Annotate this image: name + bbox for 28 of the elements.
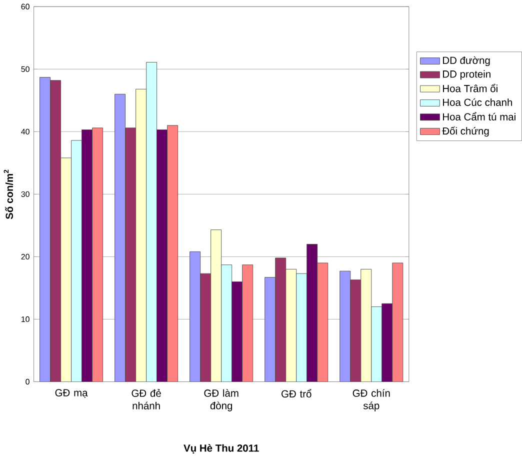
bar [125, 128, 136, 382]
x-tick-label: GĐ chín sáp [352, 389, 390, 412]
bar [60, 158, 72, 382]
bar [136, 88, 147, 382]
bar [210, 229, 222, 382]
legend-label: Hoa Cẩm tú mai [443, 112, 516, 120]
bar [50, 80, 62, 382]
x-tick-label: GĐ đẻ nhánh [132, 389, 161, 410]
bar [382, 303, 393, 382]
legend-label: Đối chứng [442, 126, 489, 137]
x-tick-label: GĐ mạ [55, 389, 88, 398]
x-tick-label: GĐ làm đòng [204, 389, 238, 412]
bar [82, 129, 93, 382]
bar [156, 129, 168, 382]
legend-label: Hoa Cúc chanh [443, 98, 512, 106]
bar [232, 281, 243, 382]
legend-label: DD đường [443, 56, 490, 66]
bar [286, 268, 297, 382]
bar [360, 268, 372, 382]
x-tick-label: GĐ trổ [282, 389, 312, 398]
legend-label: DD protein [443, 70, 490, 80]
bar [200, 273, 212, 382]
bar [275, 258, 286, 382]
bar [306, 244, 318, 382]
legend-label: Hoa Trâm ổi [443, 84, 498, 92]
bar [350, 279, 362, 382]
y-axis-title: Số con/m$^{2}$ [4, 170, 14, 219]
x-axis-title: Vụ Hè Thu 2011 [184, 444, 259, 454]
